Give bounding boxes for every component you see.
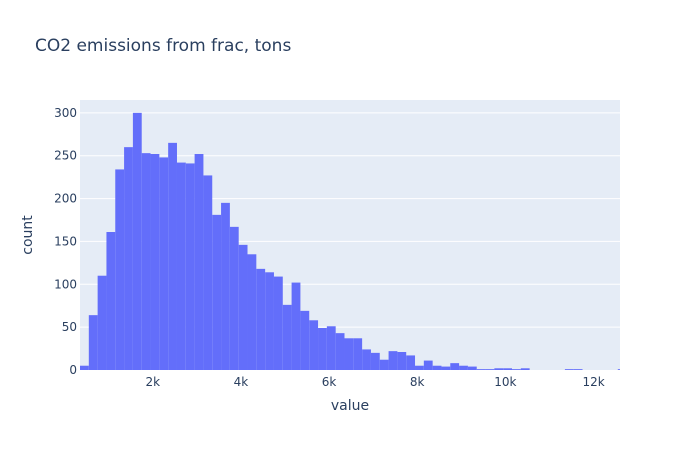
histogram-bar xyxy=(132,112,142,370)
histogram-bar xyxy=(159,157,169,370)
y-axis-label: count xyxy=(20,215,36,255)
histogram-bar xyxy=(221,202,230,370)
histogram-bar xyxy=(520,368,530,370)
histogram-bar xyxy=(238,244,248,370)
histogram-bar xyxy=(256,268,266,370)
histogram-bar xyxy=(291,282,301,370)
chart-title: CO2 emissions from frac, tons xyxy=(35,36,291,56)
histogram-bar xyxy=(185,163,195,370)
histogram-bar xyxy=(97,275,107,370)
x-tick-label: 6k xyxy=(322,375,337,389)
y-tick-label: 250 xyxy=(54,149,77,163)
histogram-bar xyxy=(141,153,151,370)
histogram-bar xyxy=(247,254,257,370)
histogram-bar xyxy=(512,369,521,370)
histogram-bar xyxy=(415,365,424,370)
x-tick-label: 4k xyxy=(234,375,249,389)
histogram-bar xyxy=(168,142,177,370)
histogram-bar xyxy=(450,363,460,370)
histogram-bar xyxy=(459,365,468,370)
y-tick-label: 0 xyxy=(69,363,77,377)
histogram-bar xyxy=(476,369,486,370)
histogram-bar xyxy=(503,368,512,370)
x-axis-label: value xyxy=(331,398,369,414)
histogram-bar xyxy=(432,365,442,370)
x-tick-label: 12k xyxy=(582,375,604,389)
y-tick-label: 150 xyxy=(54,234,77,248)
histogram-bar xyxy=(467,366,477,370)
x-tick-label: 2k xyxy=(145,375,160,389)
histogram-bar xyxy=(353,338,363,370)
y-tick-label: 50 xyxy=(62,320,77,334)
histogram-bar xyxy=(617,369,620,370)
histogram-bar xyxy=(388,351,398,370)
histogram-bar xyxy=(194,154,204,370)
histogram-bar xyxy=(80,365,89,370)
histogram-bar xyxy=(318,328,327,370)
histogram-bar xyxy=(370,352,380,370)
histogram-bar xyxy=(150,154,160,370)
histogram-bar xyxy=(362,349,371,370)
histogram-bar xyxy=(203,175,213,370)
histogram-bar xyxy=(265,272,274,370)
histogram-bar xyxy=(573,369,583,370)
y-tick-label: 100 xyxy=(54,277,77,291)
histogram-bar xyxy=(494,368,504,370)
histogram-bar xyxy=(397,352,407,370)
histogram-bar xyxy=(406,355,416,370)
histogram-bar xyxy=(88,315,98,370)
histogram-bar xyxy=(124,147,133,370)
x-tick-label: 8k xyxy=(410,375,425,389)
histogram-bar xyxy=(379,359,389,370)
histogram-bar xyxy=(441,366,451,370)
histogram-bar xyxy=(115,169,125,370)
histogram-bar xyxy=(309,320,319,370)
histogram-bar xyxy=(212,214,222,370)
histogram-bar xyxy=(564,369,574,370)
histogram-bar xyxy=(423,360,433,370)
y-axis-ticks: 0 50 100 150 200 250 300 xyxy=(54,106,77,377)
histogram-bar xyxy=(273,276,283,370)
y-tick-label: 300 xyxy=(54,106,77,120)
histogram-bar xyxy=(106,232,116,370)
histogram-bar xyxy=(485,369,495,370)
histogram-bar xyxy=(335,333,345,370)
x-axis-ticks: 2k 4k 6k 8k 10k 12k xyxy=(145,375,604,389)
x-tick-label: 10k xyxy=(494,375,516,389)
histogram-bar xyxy=(176,162,186,370)
histogram-bar xyxy=(300,310,310,370)
histogram-bar xyxy=(344,338,354,370)
histogram-bar xyxy=(326,326,336,370)
bars xyxy=(80,112,620,370)
histogram-bar xyxy=(229,226,239,370)
histogram-bar xyxy=(282,304,292,370)
y-tick-label: 200 xyxy=(54,192,77,206)
